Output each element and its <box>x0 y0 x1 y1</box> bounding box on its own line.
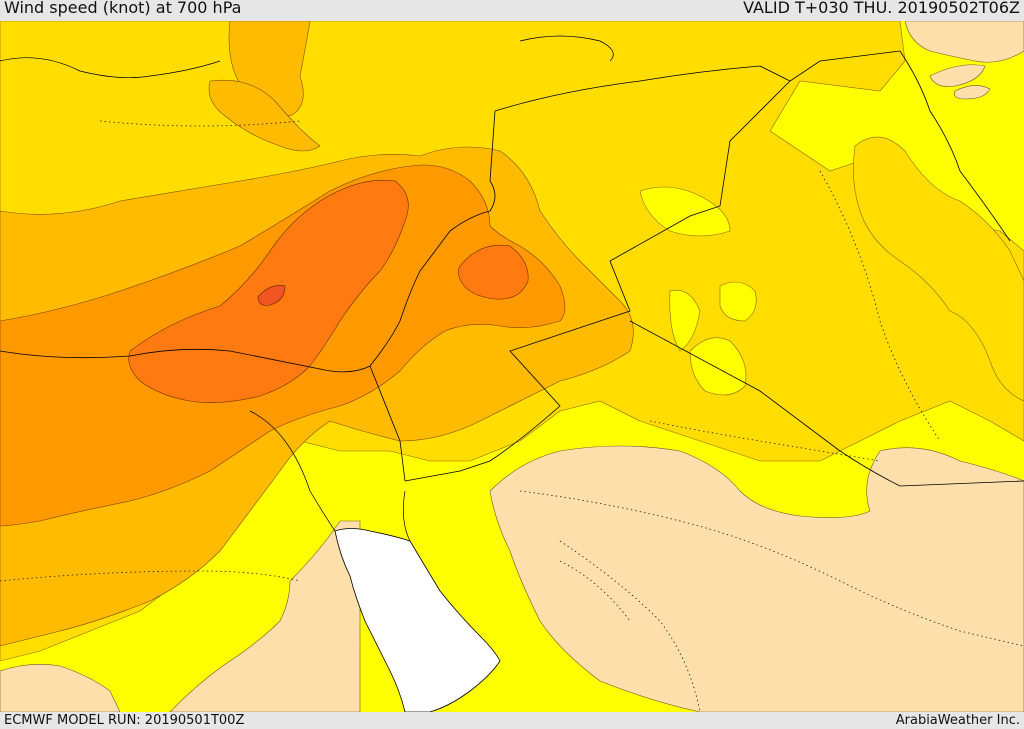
map-title: Wind speed (knot) at 700 hPa <box>4 0 242 17</box>
map-canvas <box>0 21 1024 712</box>
province-lines <box>0 120 1024 712</box>
red-sea <box>334 528 501 712</box>
valid-time: VALID T+030 THU. 20190502T06Z <box>743 0 1020 17</box>
band-yellow-patch-2 <box>689 337 747 396</box>
band-beige-sw <box>169 520 361 712</box>
band-beige-w <box>0 664 121 712</box>
map-header: Wind speed (knot) at 700 hPa VALID T+030… <box>0 0 1024 21</box>
wind-speed-map <box>0 21 1024 712</box>
coastlines <box>0 35 614 542</box>
band-beige-ne3 <box>954 85 991 100</box>
credit-label: ArabiaWeather Inc. <box>895 713 1020 728</box>
band-beige-south <box>489 445 1024 712</box>
band-darkorange-east <box>458 244 529 300</box>
band-amber-nw2 <box>208 79 321 152</box>
band-red-spot <box>257 285 286 306</box>
model-run-label: ECMWF MODEL RUN: 20190501T00Z <box>4 713 245 728</box>
band-beige-ne2 <box>929 64 986 87</box>
band-yellow-patch-1 <box>639 186 731 237</box>
band-yellow-patch-3 <box>719 281 757 322</box>
band-beige-ne <box>904 21 1024 63</box>
band-yellow-patch-4 <box>669 289 701 352</box>
band-gold-east-blob <box>853 136 1024 402</box>
country-borders <box>0 50 1024 487</box>
map-footer: ECMWF MODEL RUN: 20190501T00Z ArabiaWeat… <box>0 712 1024 729</box>
